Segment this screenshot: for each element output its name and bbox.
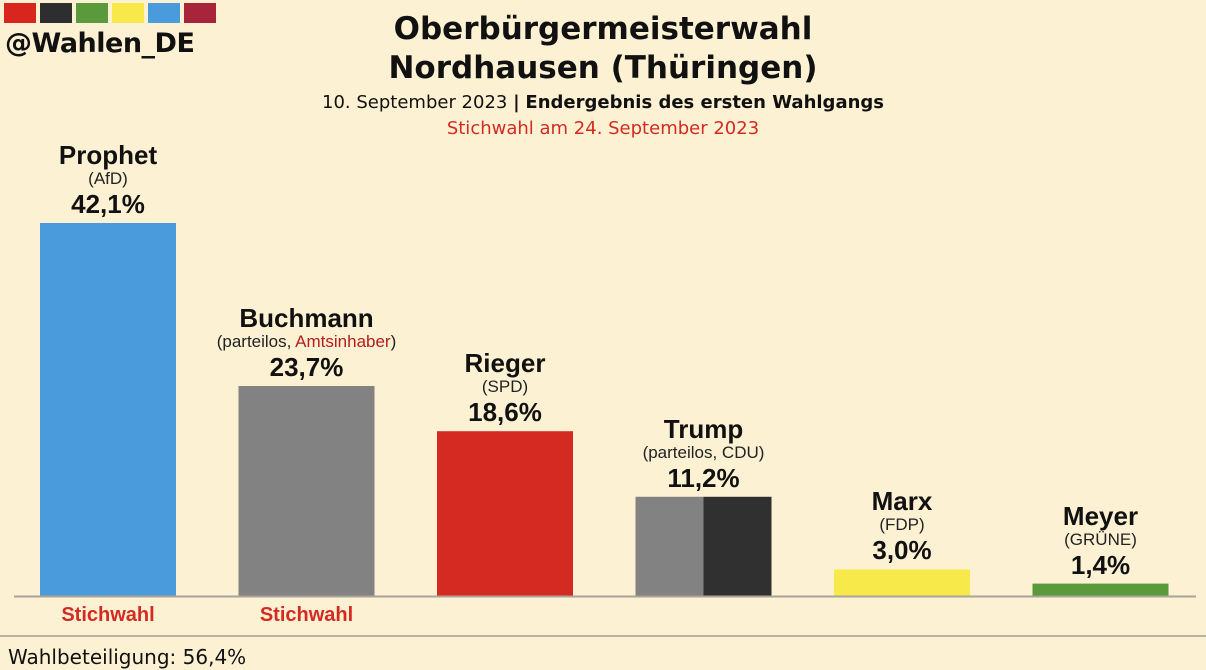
bar-buchmann: [238, 386, 375, 596]
candidate-name: Meyer: [1062, 500, 1139, 531]
candidate-name: Prophet: [58, 140, 158, 170]
candidate-label-meyer: Meyer (GRÜNE) 1,4%: [991, 502, 1206, 580]
party-text: (SPD): [481, 377, 529, 397]
candidate-label-prophet: Prophet (AfD) 42,1%: [0, 141, 218, 219]
bar-prophet: [40, 223, 176, 596]
swatch-blue: [148, 3, 180, 23]
runoff-tag-buchmann: Stichwahl: [259, 604, 354, 626]
candidate-percentage: 11,2%: [667, 462, 740, 493]
swatch-yellow: [112, 3, 144, 23]
account-handle: @Wahlen_DE: [5, 28, 195, 59]
result-label: Endergebnis des ersten Wahlgangs: [525, 92, 884, 113]
bar-rieger: [437, 431, 573, 596]
swatch-red: [4, 3, 36, 23]
bar-meyer: [1032, 583, 1169, 596]
candidate-name: Trump: [663, 413, 744, 444]
candidate-percentage: 18,6%: [468, 397, 542, 428]
candidate-label-marx: Marx (FDP) 3,0%: [792, 487, 1012, 565]
bars-group: [40, 223, 1169, 596]
bar-marx: [834, 569, 970, 596]
runoff-note: Stichwahl am 24. September 2023: [446, 118, 760, 139]
chart-title-line1: Oberbürgermeisterwahl: [393, 11, 813, 47]
candidate-name: Buchmann: [239, 303, 374, 334]
candidate-percentage: 1,4%: [1070, 549, 1131, 580]
candidate-name: Marx: [871, 486, 933, 517]
swatch-maroon: [184, 3, 216, 23]
candidate-label-trump: Trump (parteilos, CDU) 11,2%: [594, 415, 814, 493]
swatch-black: [40, 3, 72, 23]
runoff-tag-prophet: Stichwahl: [61, 604, 155, 626]
party-text: (FDP): [879, 515, 925, 535]
candidate-name: Rieger: [464, 348, 546, 379]
party-text: (AfD): [88, 169, 128, 188]
candidate-party: (parteilos, CDU): [594, 443, 814, 463]
party-text: (GRÜNE): [1064, 529, 1137, 549]
candidate-party: (SPD): [395, 377, 615, 397]
candidate-party: (FDP): [792, 515, 1012, 535]
footer-divider: [0, 635, 1206, 637]
party-text: (parteilos, CDU): [642, 442, 765, 462]
candidate-label-buchmann: Buchmann (parteilos, Amtsinhaber) 23,7%: [197, 304, 417, 382]
bar-trump-segment-2: [703, 496, 772, 596]
subtitle-separator: |: [513, 92, 520, 113]
candidate-percentage: 3,0%: [872, 535, 932, 566]
election-date: 10. September 2023: [322, 92, 508, 113]
candidate-party: (parteilos, Amtsinhaber): [197, 332, 417, 352]
bar-trump-segment-1: [635, 496, 704, 596]
chart-subtitle: 10. September 2023 | Endergebnis des ers…: [253, 92, 953, 113]
candidate-percentage: 42,1%: [71, 189, 145, 219]
swatch-green: [76, 3, 108, 23]
candidate-label-rieger: Rieger (SPD) 18,6%: [395, 349, 615, 427]
candidate-party: (GRÜNE): [991, 530, 1206, 550]
incumbent-tag: Amtsinhaber: [295, 332, 391, 352]
party-text: (parteilos,: [216, 332, 296, 352]
brand-color-swatches: [4, 3, 216, 23]
candidate-percentage: 23,7%: [269, 352, 344, 383]
candidate-party: (AfD): [0, 169, 218, 189]
turnout-text: Wahlbeteiligung: 56,4%: [8, 645, 247, 669]
chart-title-line2: Nordhausen (Thüringen): [388, 50, 818, 86]
party-text-end: ): [390, 332, 397, 352]
